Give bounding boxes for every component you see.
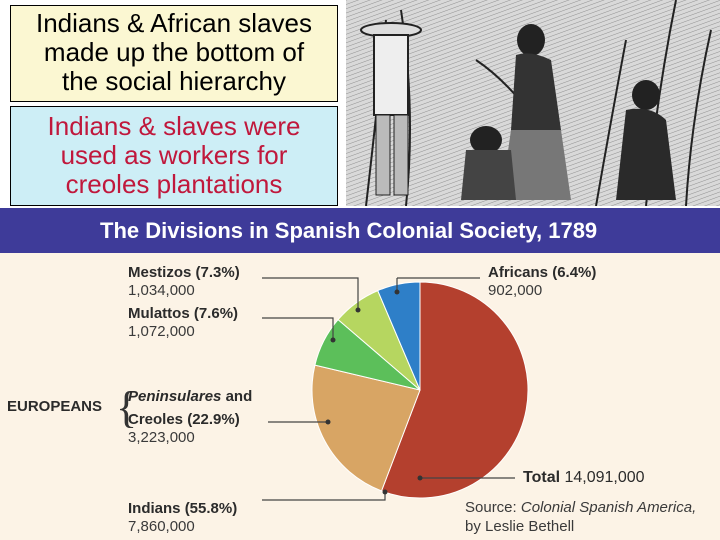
source-title: Colonial Spanish America, bbox=[520, 499, 697, 516]
leader-dot bbox=[417, 475, 423, 481]
pie-slice-peninsulares-and-creoles bbox=[311, 364, 421, 492]
statement-line: used as workers for bbox=[60, 140, 288, 170]
statement-line: creoles plantations bbox=[65, 169, 283, 199]
statement-line: the social hierarchy bbox=[62, 66, 286, 96]
europeans-group-label: EUROPEANS bbox=[7, 398, 103, 415]
leader-dot bbox=[330, 337, 336, 343]
total-label: Total 14,091,000 bbox=[523, 469, 645, 487]
leader-line-indians bbox=[262, 492, 386, 501]
label-percent: (7.6%) bbox=[193, 305, 239, 322]
leader-dot bbox=[382, 489, 388, 495]
label-percent: (22.9%) bbox=[187, 411, 240, 428]
statement-line: Indians & African slaves bbox=[35, 8, 313, 38]
label-creoles-word: Creoles bbox=[128, 411, 184, 428]
label-percent: (6.4%) bbox=[552, 264, 597, 281]
label-mulattos: Mulattos (7.6%) bbox=[128, 305, 238, 322]
label-peninsulares-word: Peninsulares bbox=[128, 388, 222, 405]
pie-slice-indians bbox=[380, 281, 529, 499]
label-percent: (55.8%) bbox=[184, 500, 238, 517]
value-africans: 902,000 bbox=[488, 282, 543, 299]
statement-line: Indians & slaves were bbox=[47, 111, 301, 141]
value-peninsulares-creoles: 3,223,000 bbox=[128, 429, 195, 446]
group-brace: { bbox=[116, 383, 138, 432]
source-author: by Leslie Bethell bbox=[465, 518, 575, 535]
value-mulattos: 1,072,000 bbox=[128, 323, 195, 340]
statement-box-workers: Indians & slaves were used as workers fo… bbox=[10, 106, 338, 206]
label-creoles: Creoles (22.9%) bbox=[128, 411, 240, 428]
leader-dot bbox=[394, 289, 400, 295]
leader-line-mulattos bbox=[262, 317, 334, 340]
label-name: Mestizos bbox=[128, 264, 192, 281]
label-mestizos: Mestizos (7.3%) bbox=[128, 264, 240, 281]
label-peninsulares: Peninsulares and bbox=[128, 388, 252, 405]
source-prefix: Source: bbox=[465, 499, 517, 516]
pie-slice-africans bbox=[377, 281, 421, 391]
plantation-engraving-image bbox=[346, 0, 720, 206]
label-indians: Indians (55.8%) bbox=[128, 500, 237, 517]
value-mestizos: 1,034,000 bbox=[128, 282, 195, 299]
source-note: Source: Colonial Spanish America, by Les… bbox=[465, 498, 696, 536]
label-and-word: and bbox=[225, 388, 253, 405]
total-value: 14,091,000 bbox=[564, 469, 645, 486]
leader-dot bbox=[325, 419, 331, 425]
chart-title: The Divisions in Spanish Colonial Societ… bbox=[100, 218, 598, 243]
label-africans: Africans (6.4%) bbox=[488, 264, 596, 281]
leader-dot bbox=[355, 307, 361, 313]
leader-line-mestizos bbox=[262, 277, 359, 310]
value-indians: 7,860,000 bbox=[128, 518, 195, 535]
total-word: Total bbox=[523, 469, 561, 486]
label-name: Africans bbox=[488, 264, 549, 281]
statement-box-hierarchy: Indians & African slaves made up the bot… bbox=[10, 5, 338, 102]
chart-title-banner: The Divisions in Spanish Colonial Societ… bbox=[0, 208, 720, 253]
statement-line: made up the bottom of bbox=[43, 37, 305, 67]
label-name: Mulattos bbox=[128, 305, 190, 322]
label-percent: (7.3%) bbox=[195, 264, 240, 281]
label-name: Indians bbox=[128, 500, 181, 517]
